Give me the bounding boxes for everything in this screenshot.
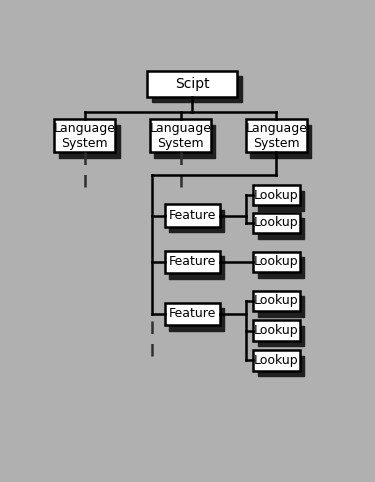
FancyBboxPatch shape	[58, 125, 120, 158]
Text: Language
System: Language System	[246, 122, 308, 150]
FancyBboxPatch shape	[169, 210, 224, 232]
FancyBboxPatch shape	[147, 71, 237, 97]
FancyBboxPatch shape	[253, 321, 300, 341]
FancyBboxPatch shape	[258, 257, 304, 278]
FancyBboxPatch shape	[251, 125, 311, 158]
FancyBboxPatch shape	[253, 185, 300, 205]
FancyBboxPatch shape	[150, 119, 211, 152]
Text: Lookup: Lookup	[254, 324, 299, 337]
Text: Lookup: Lookup	[254, 354, 299, 367]
FancyBboxPatch shape	[246, 119, 307, 152]
Text: Scipt: Scipt	[175, 77, 210, 91]
Text: Lookup: Lookup	[254, 295, 299, 308]
FancyBboxPatch shape	[253, 350, 300, 371]
FancyBboxPatch shape	[54, 119, 115, 152]
Text: Lookup: Lookup	[254, 255, 299, 268]
FancyBboxPatch shape	[253, 213, 300, 233]
FancyBboxPatch shape	[258, 218, 304, 239]
FancyBboxPatch shape	[258, 296, 304, 317]
FancyBboxPatch shape	[169, 308, 224, 331]
FancyBboxPatch shape	[258, 190, 304, 211]
FancyBboxPatch shape	[165, 251, 220, 273]
Text: Feature: Feature	[168, 308, 216, 321]
Text: Feature: Feature	[168, 255, 216, 268]
FancyBboxPatch shape	[165, 204, 220, 227]
Text: Language
System: Language System	[54, 122, 116, 150]
FancyBboxPatch shape	[253, 252, 300, 272]
FancyBboxPatch shape	[258, 356, 304, 376]
Text: Lookup: Lookup	[254, 188, 299, 201]
Text: Language
System: Language System	[150, 122, 211, 150]
FancyBboxPatch shape	[154, 125, 215, 158]
FancyBboxPatch shape	[258, 326, 304, 347]
FancyBboxPatch shape	[253, 291, 300, 311]
FancyBboxPatch shape	[165, 303, 220, 325]
Text: Feature: Feature	[168, 209, 216, 222]
FancyBboxPatch shape	[152, 76, 242, 102]
Text: Lookup: Lookup	[254, 216, 299, 229]
FancyBboxPatch shape	[169, 256, 224, 279]
